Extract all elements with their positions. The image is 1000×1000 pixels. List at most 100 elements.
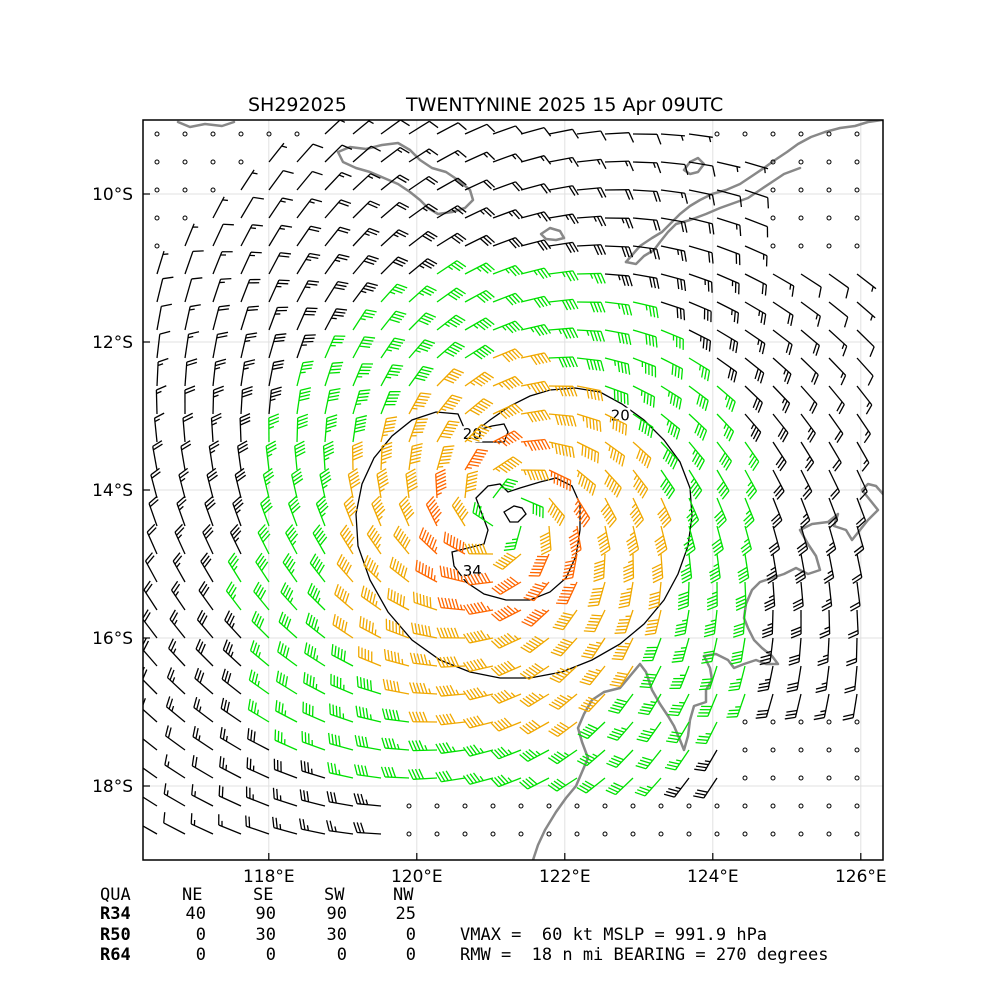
calm-marker [798, 747, 804, 753]
wind-barb [229, 524, 242, 555]
barb-feather [706, 370, 711, 382]
barb-feather [466, 774, 474, 784]
barb-feather [846, 657, 857, 663]
barb-shaft [296, 280, 309, 303]
barb-half-feather [454, 151, 460, 157]
barb-feather [418, 527, 425, 538]
barb-feather [531, 611, 542, 618]
barb-feather [689, 516, 698, 525]
barb-feather [709, 570, 720, 577]
barb-feather [572, 386, 578, 397]
barb-shaft [556, 777, 578, 792]
barb-feather [365, 619, 368, 631]
barb-half-feather [820, 710, 826, 713]
barb-feather [501, 353, 511, 363]
barb-feather [297, 420, 308, 426]
barb-shaft [660, 525, 668, 550]
barb-feather [525, 642, 536, 649]
barb-feather [194, 756, 198, 768]
barb-feather [652, 277, 657, 289]
barb-feather [450, 627, 456, 639]
barb-half-feather [586, 330, 590, 336]
barb-feather [485, 290, 495, 298]
barb-feather [691, 484, 699, 494]
wind-barb [359, 616, 382, 639]
barb-half-feather [505, 268, 510, 274]
barb-feather [600, 187, 607, 198]
barb-feather [253, 702, 257, 714]
barb-feather [383, 429, 394, 433]
barb-feather [559, 721, 570, 729]
barb-feather [387, 373, 399, 377]
wind-barb [268, 386, 282, 415]
wind-barb [383, 649, 410, 667]
barb-feather [347, 505, 357, 514]
barb-shaft [548, 413, 573, 417]
barb-feather [466, 632, 474, 643]
barb-feather [540, 545, 551, 552]
barb-feather [163, 783, 167, 795]
wind-barb [614, 609, 634, 634]
wind-barb [546, 803, 552, 809]
wind-barb [609, 665, 634, 688]
barb-feather [312, 143, 324, 149]
tick-label-lon: 126°E [835, 867, 887, 887]
wind-barb [464, 151, 496, 163]
barb-shaft [436, 260, 458, 275]
barb-feather [774, 487, 783, 497]
barb-shaft [772, 385, 791, 404]
barb-feather [323, 447, 334, 454]
barb-feather [312, 676, 315, 688]
wind-barb [234, 467, 247, 499]
barb-feather [231, 558, 239, 568]
wind-barb [326, 791, 354, 807]
barb-feather [202, 555, 210, 565]
barb-feather [529, 613, 540, 620]
barb-feather [568, 186, 576, 196]
barb-feather [613, 755, 624, 761]
barb-feather [219, 756, 222, 767]
barb-feather [531, 692, 541, 700]
barb-feather [404, 539, 411, 550]
wind-barb [549, 665, 578, 684]
barb-feather [650, 427, 654, 438]
barb-feather [479, 320, 489, 329]
barb-shaft [234, 474, 242, 499]
barb-feather [390, 367, 402, 370]
barb-feather [472, 772, 481, 782]
barb-feather [215, 362, 226, 367]
barb-shaft [632, 385, 655, 398]
wind-barb [737, 553, 750, 584]
wind-barb [688, 441, 705, 471]
barb-half-feather [829, 541, 835, 547]
table-header-nw: NW [393, 885, 414, 905]
barb-half-feather [222, 199, 228, 202]
barb-feather [843, 316, 849, 328]
barb-shaft [220, 707, 242, 723]
barb-feather [482, 319, 492, 327]
barb-shaft [688, 385, 709, 401]
barb-feather [352, 448, 363, 454]
barb-feather [511, 377, 520, 386]
wind-barb [604, 245, 634, 258]
barb-feather [507, 406, 517, 415]
barb-feather [540, 542, 551, 549]
barb-feather [224, 670, 229, 682]
barb-feather [438, 743, 446, 754]
barb-feather [449, 534, 453, 546]
barb-shaft [143, 708, 158, 723]
barb-feather [540, 381, 548, 392]
barb-feather [547, 784, 558, 792]
barb-feather [590, 449, 593, 461]
wind-barb [172, 552, 186, 583]
barb-half-feather [437, 465, 444, 468]
barb-feather [411, 446, 423, 451]
barb-shaft [576, 158, 601, 163]
barb-feather [186, 358, 198, 363]
barb-feather [150, 467, 160, 476]
wind-barb [688, 245, 714, 264]
barb-feather [596, 360, 601, 371]
barb-shaft [276, 680, 298, 695]
barb-feather [584, 780, 595, 787]
barb-feather [685, 548, 696, 557]
